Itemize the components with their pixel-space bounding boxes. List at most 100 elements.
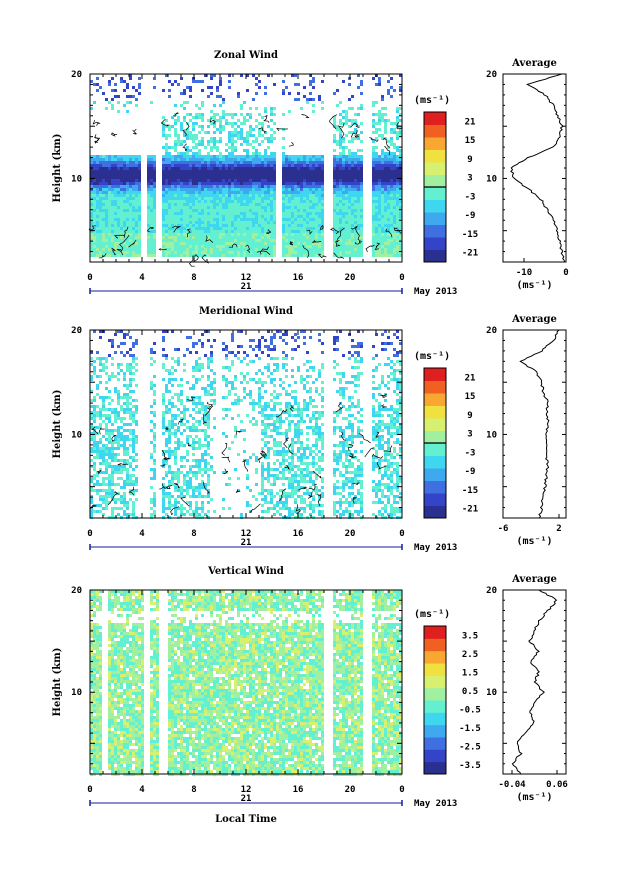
heatmap-cell bbox=[264, 215, 267, 218]
heatmap-cell bbox=[207, 420, 210, 423]
heatmap-cell bbox=[192, 140, 195, 143]
heatmap-cell bbox=[288, 176, 291, 179]
heatmap-cell bbox=[108, 480, 111, 483]
heatmap-cell bbox=[249, 194, 252, 197]
heatmap-cell bbox=[117, 164, 120, 167]
heatmap-cell bbox=[309, 173, 312, 176]
heatmap-cell bbox=[138, 233, 141, 236]
heatmap-cell bbox=[198, 363, 201, 366]
heatmap-cell bbox=[210, 215, 213, 218]
heatmap-cell bbox=[108, 339, 111, 342]
heatmap-cell bbox=[378, 170, 381, 173]
heatmap-cell bbox=[105, 360, 108, 363]
heatmap-cell bbox=[207, 489, 210, 492]
heatmap-cell bbox=[174, 417, 177, 420]
heatmap-cell bbox=[252, 191, 255, 194]
heatmap-cell bbox=[378, 179, 381, 182]
heatmap-cell bbox=[126, 194, 129, 197]
heatmap-cell bbox=[180, 203, 183, 206]
colorbar-swatch bbox=[424, 187, 446, 200]
heatmap-cell bbox=[165, 119, 168, 122]
heatmap-cell bbox=[117, 393, 120, 396]
heatmap-cell bbox=[195, 215, 198, 218]
heatmap-cell bbox=[321, 191, 324, 194]
heatmap-cell bbox=[210, 224, 213, 227]
heatmap-cell bbox=[372, 194, 375, 197]
heatmap-cell bbox=[345, 212, 348, 215]
heatmap-cell bbox=[342, 179, 345, 182]
heatmap-cell bbox=[162, 402, 165, 405]
heatmap-cell bbox=[387, 206, 390, 209]
heatmap-cell bbox=[312, 167, 315, 170]
heatmap-cell bbox=[126, 405, 129, 408]
heatmap-cell bbox=[315, 167, 318, 170]
heatmap-cell bbox=[282, 113, 285, 116]
heatmap-cell bbox=[303, 242, 306, 245]
heatmap-cell bbox=[219, 161, 222, 164]
heatmap-cell bbox=[372, 140, 375, 143]
heatmap-cell bbox=[384, 191, 387, 194]
heatmap-cell bbox=[198, 495, 201, 498]
heatmap-cell bbox=[318, 245, 321, 248]
heatmap-cell bbox=[270, 137, 273, 140]
heatmap-cell bbox=[189, 435, 192, 438]
contour-line bbox=[266, 229, 271, 234]
heatmap-cell bbox=[249, 239, 252, 242]
heatmap-cell bbox=[204, 131, 207, 134]
heatmap-cell bbox=[153, 218, 156, 221]
heatmap-cell bbox=[111, 507, 114, 510]
heatmap-cell bbox=[399, 158, 402, 161]
heatmap-cell bbox=[162, 209, 165, 212]
heatmap-cell bbox=[201, 128, 204, 131]
heatmap-cell bbox=[243, 170, 246, 173]
heatmap-cell bbox=[264, 182, 267, 185]
heatmap-cell bbox=[189, 194, 192, 197]
heatmap-cell bbox=[309, 197, 312, 200]
heatmap-cell bbox=[117, 221, 120, 224]
heatmap-cell bbox=[111, 233, 114, 236]
heatmap-cell bbox=[201, 140, 204, 143]
heatmap-cell bbox=[393, 224, 396, 227]
heatmap-cell bbox=[183, 248, 186, 251]
heatmap-cell bbox=[372, 251, 375, 254]
heatmap-cell bbox=[177, 441, 180, 444]
heatmap-cell bbox=[186, 254, 189, 257]
heatmap-cell bbox=[201, 495, 204, 498]
heatmap-cell bbox=[186, 492, 189, 495]
heatmap-cell bbox=[138, 227, 141, 230]
heatmap-cell bbox=[252, 176, 255, 179]
heatmap-cell bbox=[222, 101, 225, 104]
heatmap-cell bbox=[153, 230, 156, 233]
contour-line bbox=[396, 122, 403, 130]
heatmap-cell bbox=[186, 149, 189, 152]
heatmap-cell bbox=[246, 230, 249, 233]
heatmap-cell bbox=[348, 227, 351, 230]
heatmap-cell bbox=[105, 161, 108, 164]
heatmap-cell bbox=[246, 224, 249, 227]
heatmap-cell bbox=[99, 495, 102, 498]
heatmap-cell bbox=[153, 227, 156, 230]
heatmap-cell bbox=[219, 200, 222, 203]
heatmap-cell bbox=[210, 393, 213, 396]
heatmap-cell bbox=[126, 254, 129, 257]
heatmap-cell bbox=[246, 149, 249, 152]
heatmap-cell bbox=[153, 375, 156, 378]
heatmap-cell bbox=[318, 179, 321, 182]
heatmap-cell bbox=[189, 483, 192, 486]
heatmap-cell bbox=[162, 420, 165, 423]
heatmap-cell bbox=[129, 248, 132, 251]
heatmap-cell bbox=[381, 173, 384, 176]
heatmap-cell bbox=[237, 215, 240, 218]
heatmap-cell bbox=[231, 221, 234, 224]
heatmap-cell bbox=[381, 194, 384, 197]
heatmap-cell bbox=[255, 233, 258, 236]
heatmap-cell bbox=[249, 167, 252, 170]
heatmap-cell bbox=[192, 345, 195, 348]
heatmap-cell bbox=[357, 194, 360, 197]
heatmap-cell bbox=[360, 242, 363, 245]
heatmap-cell bbox=[219, 182, 222, 185]
heatmap-cell bbox=[282, 92, 285, 95]
heatmap-cell bbox=[162, 116, 165, 119]
heatmap-cell bbox=[345, 194, 348, 197]
